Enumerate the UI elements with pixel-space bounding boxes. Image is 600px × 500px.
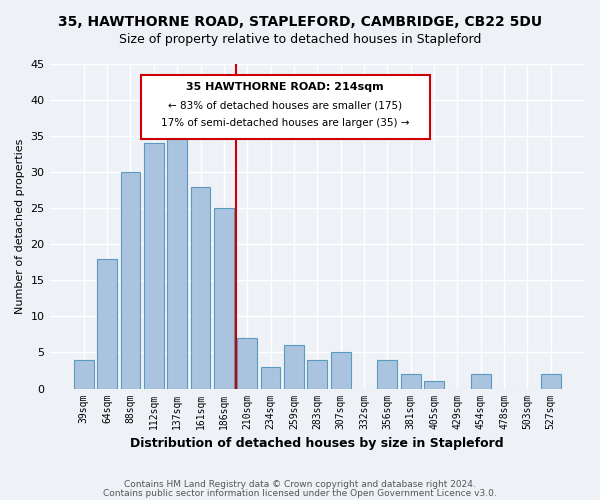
Bar (121, 172, 140, 388)
Text: Contains HM Land Registry data © Crown copyright and database right 2024.: Contains HM Land Registry data © Crown c… (124, 480, 476, 489)
Bar (214, 208, 234, 388)
Text: 35 HAWTHORNE ROAD: 214sqm: 35 HAWTHORNE ROAD: 214sqm (187, 82, 384, 92)
Bar (471, 374, 491, 388)
X-axis label: Distribution of detached houses by size in Stapleford: Distribution of detached houses by size … (130, 437, 504, 450)
Bar (74, 360, 94, 388)
Bar (424, 382, 444, 388)
Bar (307, 360, 327, 388)
Text: Size of property relative to detached houses in Stapleford: Size of property relative to detached ho… (119, 32, 481, 46)
Bar (541, 374, 560, 388)
Bar (284, 346, 304, 389)
Bar (331, 352, 350, 388)
Y-axis label: Number of detached properties: Number of detached properties (15, 138, 25, 314)
Text: ← 83% of detached houses are smaller (175): ← 83% of detached houses are smaller (17… (168, 101, 402, 111)
Bar (401, 374, 421, 388)
Bar (167, 136, 187, 388)
Bar (144, 144, 164, 388)
Bar (97, 258, 117, 388)
Text: 35, HAWTHORNE ROAD, STAPLEFORD, CAMBRIDGE, CB22 5DU: 35, HAWTHORNE ROAD, STAPLEFORD, CAMBRIDG… (58, 15, 542, 29)
Bar (260, 367, 280, 388)
Bar (191, 186, 211, 388)
Text: Contains public sector information licensed under the Open Government Licence v3: Contains public sector information licen… (103, 488, 497, 498)
FancyBboxPatch shape (140, 76, 430, 138)
Bar (238, 338, 257, 388)
Text: 17% of semi-detached houses are larger (35) →: 17% of semi-detached houses are larger (… (161, 118, 409, 128)
Bar (377, 360, 397, 388)
